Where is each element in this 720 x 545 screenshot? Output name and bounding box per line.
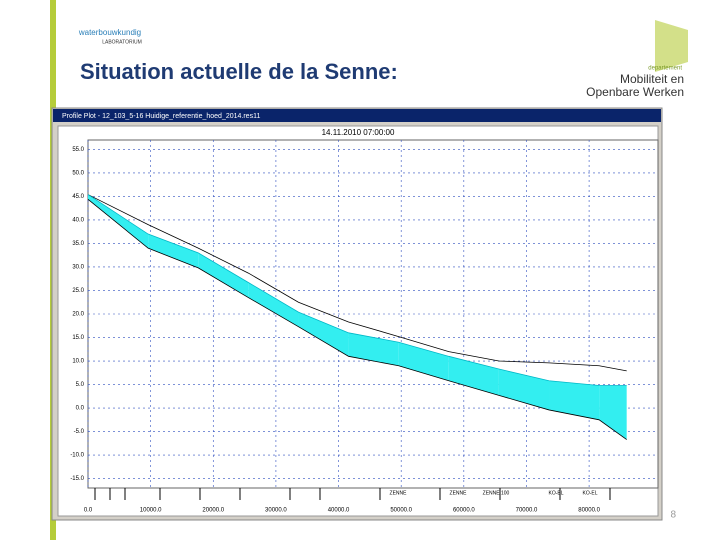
logo-text: waterbouwkundig xyxy=(78,28,141,37)
dept-text: Openbare Werken xyxy=(586,85,684,99)
dept-logo xyxy=(655,20,688,72)
branch-label: KO-EL xyxy=(582,490,597,496)
x-tick-label: 80000.0 xyxy=(578,508,600,514)
logo-text: LABORATORIUM xyxy=(102,39,142,45)
water-band xyxy=(248,282,299,327)
dept-text: Mobiliteit en xyxy=(620,72,684,86)
profile-line xyxy=(87,198,627,440)
x-tick-label: 60000.0 xyxy=(453,508,475,514)
y-tick-label: 45.0 xyxy=(72,194,84,200)
y-tick-label: -10.0 xyxy=(70,453,84,459)
slide-title: Situation actuelle de la Senne: xyxy=(80,59,398,84)
y-tick-label: 35.0 xyxy=(72,241,84,247)
page-number: 8 xyxy=(670,510,676,521)
branch-label: ZENNE xyxy=(450,490,468,496)
x-tick-label: 20000.0 xyxy=(202,508,224,514)
y-tick-label: 25.0 xyxy=(72,288,84,294)
water-band xyxy=(599,385,627,440)
y-tick-label: 10.0 xyxy=(72,359,84,365)
y-tick-label: 55.0 xyxy=(72,147,84,153)
x-tick-label: 10000.0 xyxy=(140,508,162,514)
x-tick-label: 30000.0 xyxy=(265,508,287,514)
water-band xyxy=(398,342,449,381)
branch-label: ZENNE xyxy=(390,490,408,496)
y-tick-label: 0.0 xyxy=(76,406,85,412)
water-band xyxy=(298,312,349,357)
profile-line xyxy=(87,194,627,372)
y-tick-label: 50.0 xyxy=(72,170,84,176)
y-tick-label: 20.0 xyxy=(72,312,84,318)
water-band xyxy=(549,380,600,420)
branch-label: ZENNE 100 xyxy=(483,490,510,496)
y-tick-label: 5.0 xyxy=(76,382,85,388)
branch-label: KO-EL xyxy=(548,490,563,496)
y-tick-label: -5.0 xyxy=(74,429,85,435)
x-tick-label: 70000.0 xyxy=(516,508,538,514)
x-tick-label: 40000.0 xyxy=(328,508,350,514)
water-band xyxy=(498,369,550,410)
x-tick-label: 0.0 xyxy=(84,508,93,514)
window-title: Profile Plot - 12_103_5-16 Huidige_refer… xyxy=(62,113,260,120)
water-band xyxy=(88,194,149,249)
window-title-bar xyxy=(53,109,661,122)
water-band xyxy=(348,332,399,366)
x-tick-label: 50000.0 xyxy=(390,508,412,514)
structure-marks xyxy=(94,488,611,500)
y-tick-label: 30.0 xyxy=(72,265,84,271)
plot-title: 14.11.2010 07:00:00 xyxy=(322,128,395,137)
water-band xyxy=(148,234,199,268)
dept-text: departement xyxy=(648,66,682,72)
profile-line xyxy=(87,194,627,386)
water-band xyxy=(198,252,249,298)
y-tick-label: 15.0 xyxy=(72,335,84,341)
y-tick-label: 40.0 xyxy=(72,218,84,224)
y-tick-label: -15.0 xyxy=(70,476,84,482)
plot-panel xyxy=(57,125,659,517)
